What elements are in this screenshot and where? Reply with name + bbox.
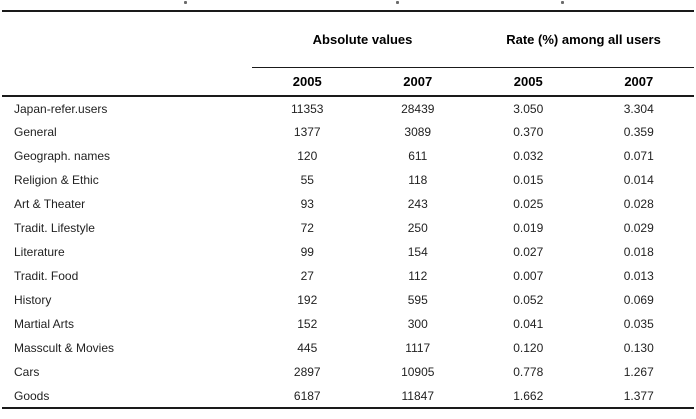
cell-value: 0.025 <box>513 197 544 211</box>
caption-descender-mark <box>184 1 187 4</box>
cell-value: 6187 <box>293 388 321 403</box>
cell-value: 0.370 <box>513 125 544 139</box>
row-label: Geograph. names <box>14 149 111 163</box>
table-row: Geograph. names 120 611 0.032 0.071 <box>2 144 694 168</box>
cell-value: 99 <box>300 245 314 259</box>
cell-value: 1.377 <box>623 388 654 403</box>
row-label: Martial Arts <box>14 317 75 331</box>
cell-value: 154 <box>407 245 428 259</box>
row-label: Cars <box>14 365 40 379</box>
row-label: Literature <box>14 245 65 259</box>
cell-value: 0.071 <box>623 149 654 163</box>
cell-value: 2897 <box>293 365 321 379</box>
year-header-abs-2007: 2007 <box>362 67 474 97</box>
table-body: Japan-refer.users 11353 28439 3.050 3.304 Gen… <box>2 96 694 408</box>
cell-value: 11847 <box>401 388 434 403</box>
cell-value: 0.018 <box>623 245 654 259</box>
row-label: Goods <box>14 388 50 403</box>
cell-value: 1117 <box>405 341 431 355</box>
row-label-spacer <box>2 11 252 67</box>
cell-value: 300 <box>407 317 428 331</box>
cropped-caption-strip <box>0 0 696 6</box>
cell-value: 243 <box>407 197 428 211</box>
cell-value: 0.029 <box>623 221 654 235</box>
cell-value: 0.027 <box>513 245 544 259</box>
cell-value: 10905 <box>401 365 435 379</box>
table-row: Japan-refer.users 11353 28439 3.050 3.304 <box>2 96 694 120</box>
cell-value: 0.019 <box>513 221 544 235</box>
table-row: Masscult & Movies 445 1117 0.120 0.130 <box>2 336 694 360</box>
cell-value: 1.662 <box>513 388 544 403</box>
row-label: History <box>14 293 52 307</box>
table-row: General 1377 3089 0.370 0.359 <box>2 120 694 144</box>
cell-value: 192 <box>297 293 318 307</box>
cell-value: 3089 <box>404 125 432 139</box>
cell-value: 0.035 <box>623 317 654 331</box>
cell-value: 0.032 <box>513 149 544 163</box>
table-row: Literature 99 154 0.027 0.018 <box>2 240 694 264</box>
cell-value: 611 <box>408 149 428 163</box>
caption-descender-mark <box>561 1 564 4</box>
table-row: Art & Theater 93 243 0.025 0.028 <box>2 192 694 216</box>
cell-value: 152 <box>297 317 318 331</box>
row-label: Japan-refer.users <box>14 101 108 116</box>
row-label: General <box>14 125 57 139</box>
row-label: Tradit. Food <box>14 269 79 283</box>
table-row: Cars 2897 10905 0.778 1.267 <box>2 360 694 384</box>
column-group-absolute-values: Absolute values <box>252 11 474 68</box>
cell-value: 0.015 <box>513 173 544 187</box>
cell-value: 0.052 <box>513 293 544 307</box>
cell-value: 93 <box>300 197 314 211</box>
cell-value: 0.007 <box>513 269 544 283</box>
cell-value: 72 <box>300 221 314 235</box>
row-label-spacer <box>2 67 252 97</box>
table-row: Tradit. Food 27 112 0.007 0.013 <box>2 264 694 288</box>
row-label: Art & Theater <box>14 197 86 211</box>
table-row: Tradit. Lifestyle 72 250 0.019 0.029 <box>2 216 694 240</box>
cell-value: 118 <box>408 173 428 187</box>
cell-value: 0.069 <box>623 293 654 307</box>
column-group-row: Absolute values Rate (%) among all users <box>2 11 695 68</box>
cell-value: 112 <box>408 269 428 283</box>
table-header: Absolute values Rate (%) among all users… <box>2 11 695 97</box>
cell-value: 11353 <box>291 101 324 116</box>
cell-value: 55 <box>300 173 314 187</box>
cell-value: 1377 <box>293 125 321 139</box>
cell-value: 0.120 <box>513 341 544 355</box>
caption-descender-mark <box>396 1 399 4</box>
row-label: Masscult & Movies <box>14 341 115 355</box>
row-label: Tradit. Lifestyle <box>14 221 95 235</box>
year-header-rate-2007: 2007 <box>583 67 695 97</box>
column-group-rate-among-users: Rate (%) among all users <box>473 11 695 68</box>
cell-value: 1.267 <box>623 365 654 379</box>
cell-value: 3.050 <box>513 101 544 116</box>
cell-value: 27 <box>300 269 314 283</box>
year-header-row: 2005 2007 2005 2007 <box>2 67 695 97</box>
cell-value: 0.041 <box>513 317 544 331</box>
table-row: Religion & Ethic 55 118 0.015 0.014 <box>2 168 694 192</box>
cell-value: 0.359 <box>623 125 654 139</box>
table-row: History 192 595 0.052 0.069 <box>2 288 694 312</box>
cell-value: 3.304 <box>623 101 654 116</box>
year-header-abs-2005: 2005 <box>252 67 363 97</box>
cell-value: 0.778 <box>513 365 544 379</box>
cell-value: 120 <box>297 149 318 163</box>
table-row: Martial Arts 152 300 0.041 0.035 <box>2 312 694 336</box>
data-table: Absolute values Rate (%) among all users… <box>2 10 695 409</box>
cell-value: 595 <box>407 293 428 307</box>
table-row: Goods 6187 11847 1.662 1.377 <box>2 384 694 408</box>
cell-value: 0.130 <box>623 341 654 355</box>
cell-value: 0.013 <box>623 269 654 283</box>
cell-value: 445 <box>297 341 318 355</box>
row-label: Religion & Ethic <box>14 173 99 187</box>
cell-value: 28439 <box>401 101 435 116</box>
year-header-rate-2005: 2005 <box>473 67 584 97</box>
cell-value: 250 <box>407 221 428 235</box>
cell-value: 0.028 <box>623 197 654 211</box>
cell-value: 0.014 <box>623 173 654 187</box>
